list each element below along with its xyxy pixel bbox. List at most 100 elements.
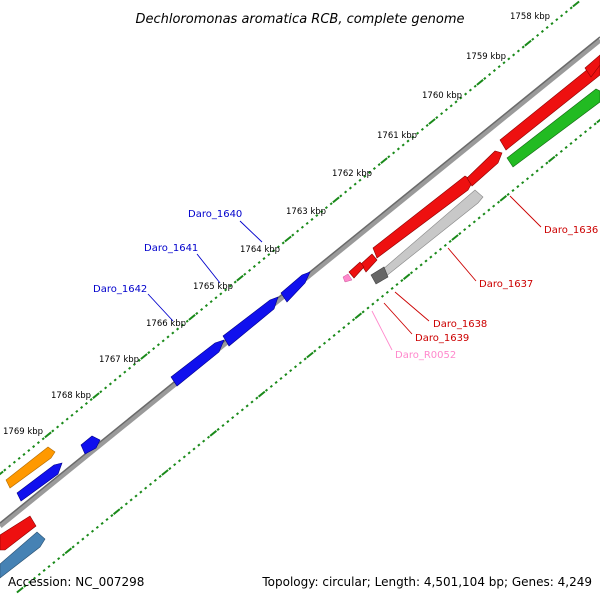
gene-daro-1638[interactable] — [360, 253, 378, 273]
minor-tick — [71, 545, 75, 549]
minor-tick — [60, 421, 64, 425]
minor-tick — [320, 210, 324, 214]
major-tick — [451, 234, 459, 241]
leader-daro-1641 — [196, 253, 221, 284]
minor-tick — [129, 498, 133, 502]
label-daro-1639[interactable]: Daro_1639 — [415, 333, 469, 344]
minor-tick — [233, 280, 237, 284]
minor-tick — [339, 194, 343, 198]
tick-label-1762: 1762 kbp — [332, 169, 372, 179]
minor-tick — [305, 221, 309, 225]
minor-tick — [161, 339, 165, 343]
gene-steelblue[interactable] — [0, 531, 46, 579]
leader-daro-1637 — [447, 247, 477, 282]
label-daro-1641[interactable]: Daro_1641 — [144, 243, 198, 254]
tick-label-1766: 1766 kbp — [146, 319, 186, 329]
gene-daro-1637[interactable] — [372, 175, 474, 259]
major-tick — [92, 392, 100, 399]
minor-tick — [180, 323, 184, 327]
gene-orange[interactable] — [5, 446, 56, 489]
label-daro-r0052[interactable]: Daro_R0052 — [395, 350, 456, 361]
gene-left-blue[interactable] — [16, 462, 63, 502]
tick-label-1763: 1763 kbp — [286, 207, 326, 217]
minor-tick — [99, 390, 103, 394]
minor-tick — [516, 49, 520, 53]
major-tick — [380, 157, 388, 164]
tick-label-1764: 1764 kbp — [240, 245, 280, 255]
label-daro-1642[interactable]: Daro_1642 — [93, 284, 147, 295]
major-tick — [499, 195, 508, 202]
minor-tick — [337, 329, 341, 334]
minor-tick — [204, 304, 208, 308]
major-tick — [476, 79, 484, 86]
minor-tick — [409, 271, 414, 275]
minor-tick — [61, 553, 66, 557]
rna-daro-r0052[interactable] — [342, 273, 353, 283]
minor-tick — [37, 572, 41, 576]
major-tick — [209, 430, 218, 437]
gene-red-left[interactable] — [0, 515, 37, 551]
gene-daro-1639[interactable] — [348, 261, 365, 279]
minor-tick — [76, 541, 80, 545]
leader-daro-1636 — [509, 195, 542, 228]
minor-tick — [119, 506, 124, 510]
map-title: Dechloromonas aromatica RCB, complete ge… — [135, 12, 464, 27]
minor-tick — [100, 521, 104, 525]
minor-tick — [385, 290, 389, 294]
label-daro-1640[interactable]: Daro_1640 — [188, 209, 242, 220]
label-daro-1636[interactable]: Daro_1636 — [544, 225, 598, 236]
gene-daro-1642[interactable] — [170, 339, 225, 387]
gene-dark-grey[interactable] — [370, 266, 389, 285]
gene-red-top[interactable] — [584, 54, 600, 78]
minor-tick — [540, 165, 544, 169]
minor-tick — [371, 302, 375, 306]
minor-tick — [264, 388, 269, 392]
minor-tick — [473, 84, 477, 88]
minor-tick — [70, 413, 74, 417]
minor-tick — [28, 580, 32, 584]
minor-tick — [555, 18, 559, 22]
minor-tick — [289, 369, 293, 373]
minor-tick — [488, 72, 492, 77]
minor-tick — [252, 264, 256, 268]
minor-tick — [392, 151, 396, 155]
minor-tick — [318, 345, 322, 349]
gene-red-mid[interactable] — [466, 150, 503, 187]
tick-label-1769: 1769 kbp — [3, 427, 43, 437]
minor-tick — [36, 441, 40, 445]
minor-tick — [86, 533, 90, 537]
tick-label-1761: 1761 kbp — [377, 131, 417, 141]
minor-tick — [250, 400, 254, 404]
major-tick — [112, 508, 121, 515]
tick-label-1767: 1767 kbp — [99, 355, 139, 365]
minor-tick — [22, 452, 26, 456]
minor-tick — [81, 537, 85, 541]
minor-tick — [226, 420, 230, 424]
minor-tick — [516, 185, 520, 189]
minor-tick — [171, 331, 175, 335]
gene-green[interactable] — [506, 88, 600, 168]
minor-tick — [12, 460, 16, 464]
major-tick — [257, 390, 266, 398]
gene-daro-1641[interactable] — [222, 296, 279, 347]
gene-daro-1640[interactable] — [280, 271, 311, 303]
gene-daro-1636[interactable] — [499, 62, 600, 151]
label-daro-1637[interactable]: Daro_1637 — [479, 279, 533, 290]
minor-tick — [166, 335, 170, 339]
minor-tick — [240, 408, 244, 412]
minor-tick — [156, 343, 160, 347]
gene-left-blue-small[interactable] — [80, 435, 101, 455]
minor-tick — [438, 247, 443, 251]
leader-daro-1638 — [394, 291, 430, 322]
minor-tick — [464, 92, 468, 96]
minor-tick — [506, 192, 510, 196]
minor-tick — [361, 310, 365, 314]
minor-tick — [368, 170, 372, 174]
major-tick — [16, 586, 24, 594]
minor-tick — [536, 33, 540, 37]
minor-tick — [435, 116, 439, 120]
label-daro-1638[interactable]: Daro_1638 — [433, 319, 487, 330]
minor-tick — [195, 311, 199, 315]
minor-tick — [443, 243, 447, 247]
minor-tick — [27, 448, 31, 453]
